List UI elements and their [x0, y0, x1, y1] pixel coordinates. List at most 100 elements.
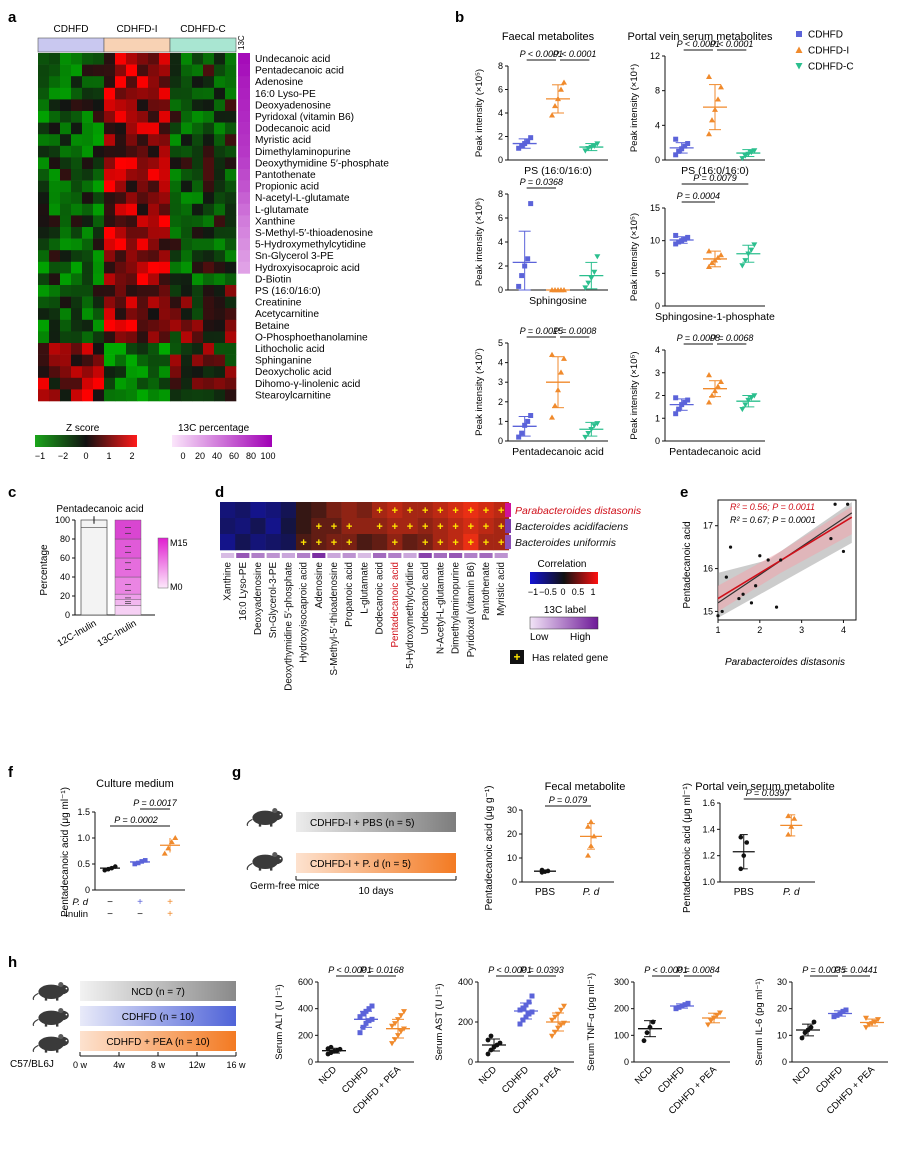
- x-axis-label: Sphingosine-1-phosphate: [655, 311, 775, 323]
- heatmap-cell: [126, 227, 138, 239]
- chart-b2: 0 4 8 12 PS (16:0/16:0) Peak intensity (×10⁴)…: [629, 39, 765, 177]
- heatmap-cell: [126, 366, 138, 379]
- data-point: [357, 1030, 363, 1036]
- heatmap-cell: [225, 296, 237, 309]
- heatmap-cell: [181, 377, 193, 390]
- zscore-heatmap: [38, 53, 237, 402]
- x-tick-label: 4: [841, 625, 846, 635]
- heatmap-cell: [159, 180, 171, 193]
- y-tick-label: 1.0: [77, 833, 90, 843]
- heatmap-cell: [137, 296, 149, 309]
- data-point: [706, 399, 712, 405]
- plus-icon: +: [437, 521, 443, 533]
- y-tick-label: 3: [498, 377, 503, 387]
- heatmap-cell: [181, 227, 193, 239]
- taxon-color: [505, 535, 511, 549]
- data-point: [132, 861, 138, 867]
- heatmap-cell: [181, 111, 193, 123]
- heatmap-cell: [60, 111, 72, 123]
- heatmap-cell: [93, 308, 105, 321]
- tick-label: 100: [260, 451, 275, 461]
- heatmap-cell: [115, 87, 127, 100]
- heatmap-cell: [225, 203, 237, 216]
- metabolite-label: Pantothenate: [255, 170, 316, 181]
- heatmap-cell: [82, 99, 94, 112]
- heatmap-cell: [93, 250, 105, 263]
- c13-cell: [238, 87, 250, 100]
- data-point: [523, 1014, 529, 1020]
- heatmap-cell: [115, 308, 127, 321]
- plus-icon: +: [498, 505, 504, 517]
- heatmap-cell: [159, 64, 171, 77]
- heatmap-cell: [225, 215, 237, 228]
- cdhfd-group-bar: [80, 1006, 236, 1026]
- heatmap-cell: [82, 238, 94, 251]
- heatmap-cell: [104, 169, 116, 181]
- heatmap-cell: [181, 99, 193, 112]
- heatmap-cell: [71, 157, 83, 170]
- heatmap-cell: [170, 87, 182, 100]
- heatmap-cell: [170, 157, 182, 170]
- heatmap-cell: [478, 518, 494, 535]
- group-label: CDHFD: [54, 24, 89, 35]
- pea-group-bar: [80, 1031, 236, 1051]
- heatmap-cell: [220, 502, 236, 519]
- y-tick-label: 30: [777, 977, 787, 987]
- y-tick-label: 600: [298, 977, 313, 987]
- heatmap-cell: [93, 354, 105, 367]
- col-title-faecal: Faecal metabolites: [502, 31, 595, 43]
- heatmap-cell: [220, 534, 236, 551]
- heatmap-cell: [159, 192, 171, 205]
- heatmap-cell: [126, 134, 138, 147]
- heatmap-cell: [93, 64, 105, 77]
- data-point: [401, 1026, 407, 1032]
- heatmap-cell: [181, 53, 193, 65]
- heatmap-cell: [192, 53, 204, 65]
- data-point: [588, 843, 594, 848]
- heatmap-cell: [71, 308, 83, 321]
- data-point: [135, 860, 141, 866]
- data-point: [745, 397, 752, 404]
- heatmap-cell: [159, 169, 171, 181]
- zscore-legend-ticks: −1 −2 0 1 2: [35, 451, 135, 461]
- data-point: [706, 73, 712, 79]
- heatmap-cell: [137, 354, 149, 367]
- label-strip-cell: [327, 553, 341, 558]
- heatmap-cell: [115, 111, 127, 123]
- data-point: [706, 372, 712, 378]
- y-tick-label: 2: [498, 261, 503, 271]
- heatmap-cell: [159, 203, 171, 216]
- heatmap-cell: [159, 377, 171, 390]
- y-tick-label: 5: [498, 338, 503, 348]
- chart-title: Pentadecanoic acid: [56, 504, 143, 515]
- y-tick-label: 1.6: [702, 798, 715, 808]
- x-axis-label: PS (16:0/16:0): [681, 165, 749, 177]
- heatmap-cell: [181, 273, 193, 286]
- y-tick-label: 1.5: [77, 807, 90, 817]
- heatmap-cell: [463, 518, 479, 535]
- zscore-colorbar: [35, 435, 137, 447]
- heatmap-cell: [49, 169, 61, 181]
- taxon-label: Bacteroides uniformis: [515, 537, 617, 549]
- data-point: [647, 1024, 653, 1030]
- data-point: [766, 558, 770, 562]
- heatmap-cell: [203, 273, 215, 286]
- heatmap-cell: [60, 250, 72, 263]
- plus-icon: +: [483, 521, 489, 533]
- heatmap-cell: [82, 192, 94, 205]
- label-strip-cell: [449, 553, 463, 558]
- label-strip-cell: [251, 553, 265, 558]
- heatmap-cell: [148, 87, 160, 100]
- data-point: [718, 378, 724, 385]
- heatmap-cell: [326, 502, 342, 519]
- heatmap-cell: [38, 308, 50, 321]
- heatmap-cell: [192, 308, 204, 321]
- heatmap-cell: [341, 502, 358, 519]
- heatmap-cell: [93, 157, 105, 170]
- tick-label: 60: [229, 451, 239, 461]
- heatmap-cell: [192, 227, 204, 239]
- heatmap-cell: [214, 145, 226, 158]
- heatmap-cell: [115, 366, 127, 379]
- heatmap-cell: [38, 76, 50, 89]
- heatmap-cell: [82, 111, 94, 123]
